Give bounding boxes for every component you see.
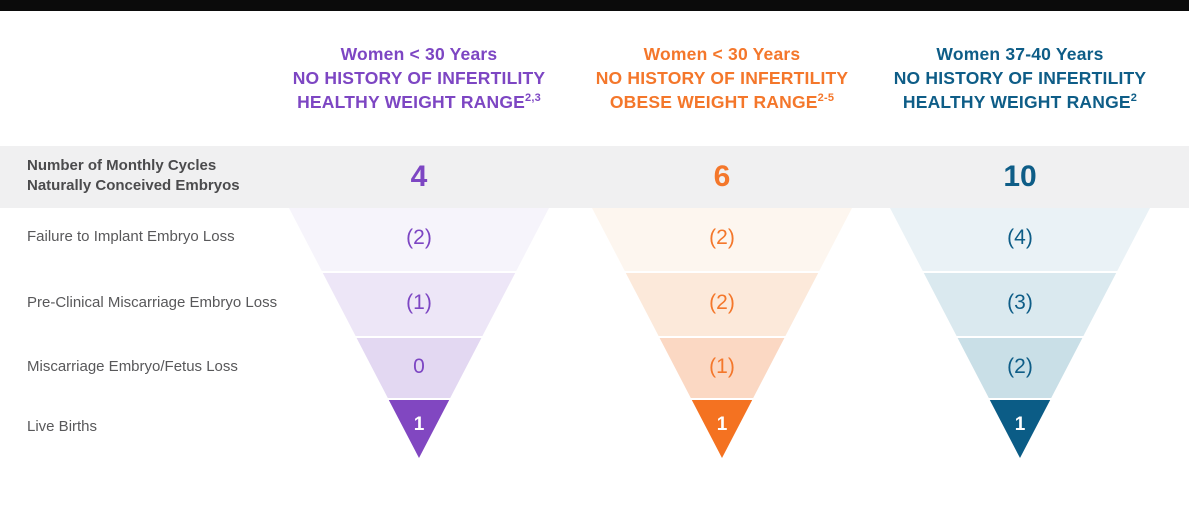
tier-value: (2): [1007, 355, 1033, 378]
column-header-2-line3: OBESE WEIGHT RANGE2-5: [609, 92, 835, 112]
funnel-shape: [592, 208, 852, 458]
column-header-2-line2: NO HISTORY OF INFERTILITY: [595, 68, 849, 88]
row-label-live-births: Live Births: [27, 418, 98, 435]
top-accent-bar: [0, 0, 1189, 11]
column-header-3-line3: HEALTHY WEIGHT RANGE2: [902, 92, 1138, 112]
funnel-obese-under30: (2) (2) (1) 1: [592, 208, 852, 458]
funnel-healthy-under30: (2) (1) 0 1: [289, 208, 549, 458]
tier-value: (3): [1007, 291, 1033, 314]
row-label-miscarriage: Miscarriage Embryo/Fetus Loss: [27, 358, 238, 375]
funnel-tier-4-shape: [388, 400, 450, 458]
funnel-tier-3-shape: [659, 338, 785, 398]
tier-value: 1: [413, 414, 425, 435]
tier-value: (2): [709, 226, 735, 249]
funnel-tier-2-shape: [625, 273, 819, 336]
tier-value: (1): [709, 355, 735, 378]
tier-value: (1): [406, 291, 432, 314]
cycles-count-2: 6: [713, 160, 731, 193]
tier-value: (2): [709, 291, 735, 314]
column-header-1-line2: NO HISTORY OF INFERTILITY: [292, 68, 546, 88]
funnel-tier-1-shape: [890, 208, 1150, 271]
tier-value: 1: [716, 414, 728, 435]
column-header-3-line1: Women 37-40 Years: [936, 44, 1104, 64]
column-header-1-line1: Women < 30 Years: [340, 44, 498, 64]
tier-value: 0: [413, 355, 425, 378]
footnote-ref: 2-5: [817, 92, 835, 105]
funnel-tier-4-shape: [691, 400, 753, 458]
cycles-count-1: 4: [410, 160, 428, 193]
tier-value: (4): [1007, 226, 1033, 249]
funnel-tier-2-shape: [923, 273, 1117, 336]
footnote-ref: 2,3: [525, 92, 541, 105]
monthly-cycles-label: Number of Monthly Cycles Naturally Conce…: [27, 157, 240, 194]
column-header-1: Women < 30 Years NO HISTORY OF INFERTILI…: [259, 42, 579, 114]
funnel-shape: [890, 208, 1150, 458]
row-label-preclinical-miscarriage: Pre-Clinical Miscarriage Embryo Loss: [27, 294, 278, 311]
funnel-tier-2-shape: [322, 273, 516, 336]
column-header-2: Women < 30 Years NO HISTORY OF INFERTILI…: [562, 42, 882, 114]
funnel-tier-1-shape: [289, 208, 549, 271]
funnel-tier-3-shape: [957, 338, 1083, 398]
funnel-tier-1-shape: [592, 208, 852, 271]
column-header-3: Women 37-40 Years NO HISTORY OF INFERTIL…: [860, 42, 1180, 114]
funnel-tier-4-shape: [989, 400, 1051, 458]
column-header-3-line2: NO HISTORY OF INFERTILITY: [893, 68, 1147, 88]
footnote-ref: 2: [1130, 92, 1138, 105]
monthly-cycles-band: [0, 146, 1189, 208]
tier-value: 1: [1014, 414, 1026, 435]
funnel-shape: [289, 208, 549, 458]
tier-value: (2): [406, 226, 432, 249]
column-header-1-line3: HEALTHY WEIGHT RANGE2,3: [297, 92, 541, 112]
funnel-healthy-37-40: (4) (3) (2) 1: [890, 208, 1150, 458]
cycles-count-3: 10: [1003, 160, 1037, 193]
column-header-2-line1: Women < 30 Years: [643, 44, 801, 64]
row-label-failure-to-implant: Failure to Implant Embryo Loss: [27, 228, 235, 245]
funnel-tier-3-shape: [356, 338, 482, 398]
